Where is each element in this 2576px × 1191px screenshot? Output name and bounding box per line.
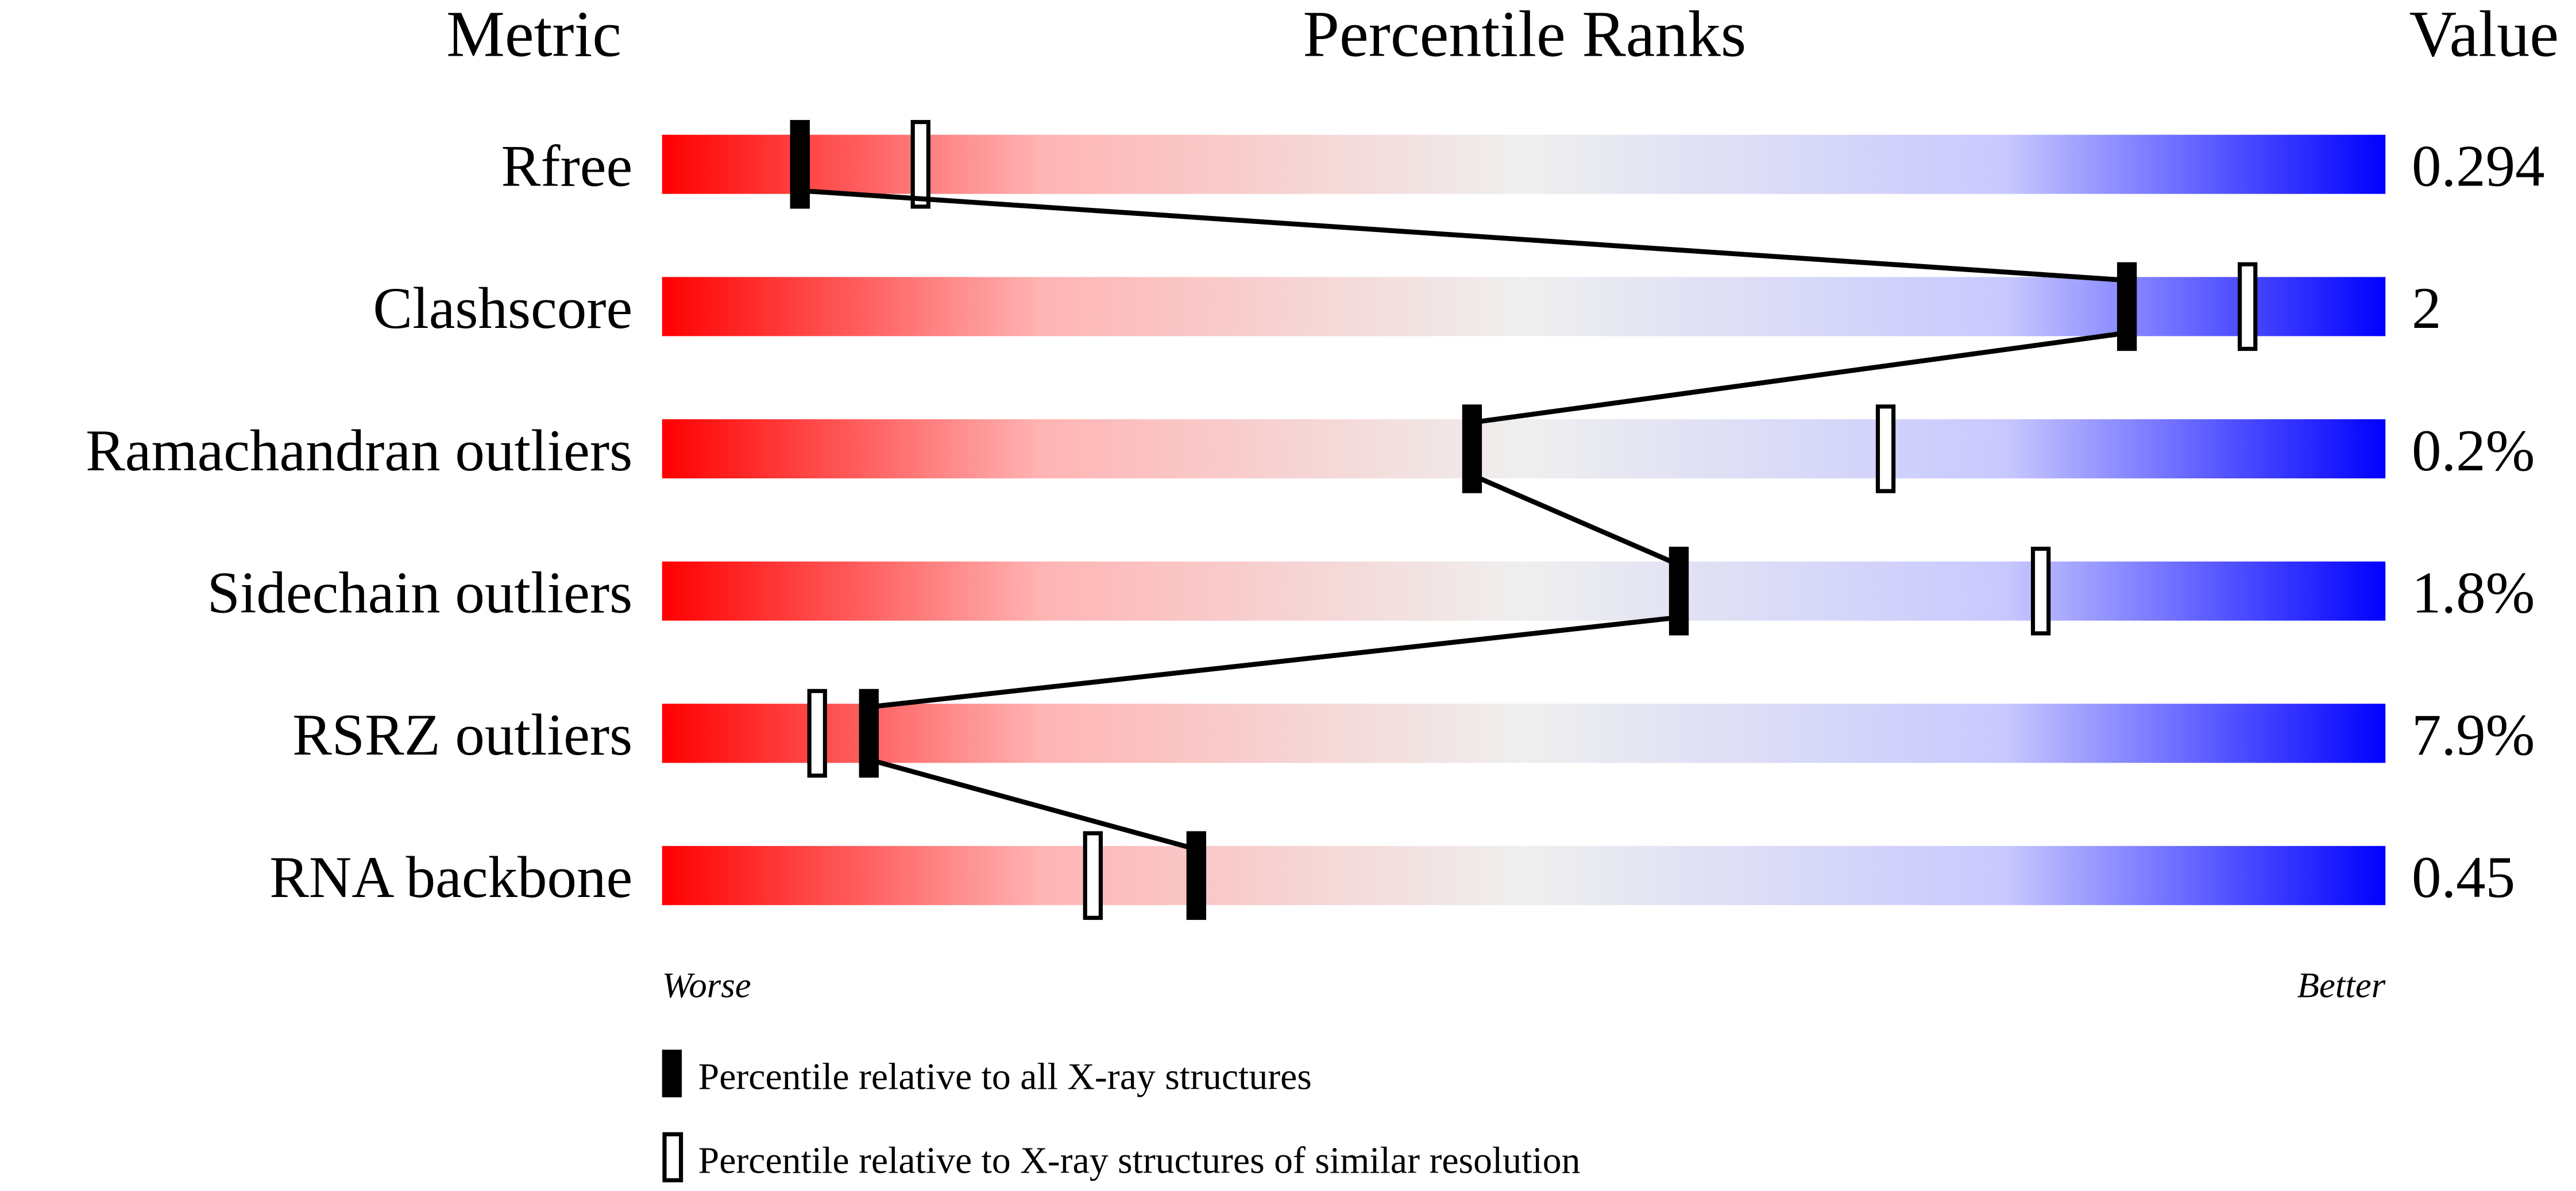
percentile-bar: [662, 561, 2386, 621]
metric-row: Ramachandran outliers 0.2%: [86, 404, 2535, 493]
axis-label-worse: Worse: [662, 965, 751, 1005]
connector-line: [1472, 330, 2127, 426]
header-percentile-ranks: Percentile Ranks: [1303, 0, 1746, 70]
marker-all-structures: [1186, 831, 1207, 920]
percentile-bar: [662, 419, 2386, 479]
marker-similar-resolution: [910, 119, 930, 209]
axis-label-better: Better: [2297, 965, 2385, 1005]
percentile-bar: [662, 846, 2386, 906]
legend-open-label: Percentile relative to X-ray structures …: [698, 1139, 1581, 1181]
connector-line: [868, 757, 1197, 852]
metric-row: Clashscore 2: [373, 262, 2441, 351]
marker-all-structures: [1669, 547, 1689, 636]
percentile-bar: [662, 703, 2386, 763]
connector-line: [1471, 473, 1680, 567]
marker-similar-resolution: [807, 689, 827, 778]
marker-similar-resolution: [2030, 547, 2051, 636]
metric-value: 7.9%: [2412, 702, 2535, 768]
metric-value: 2: [2412, 276, 2441, 341]
metric-value: 0.2%: [2412, 418, 2535, 484]
metric-label: Ramachandran outliers: [86, 418, 632, 484]
metric-label: Clashscore: [373, 276, 632, 341]
connector-line: [868, 614, 1679, 710]
metric-value: 1.8%: [2412, 560, 2535, 625]
marker-similar-resolution: [2238, 262, 2258, 351]
marker-all-structures: [2117, 262, 2137, 351]
marker-all-structures: [859, 689, 879, 778]
connector-line: [800, 188, 2127, 283]
metric-row: RSRZ outliers 7.9%: [292, 689, 2535, 778]
percentile-bar: [662, 277, 2386, 337]
marker-all-structures: [790, 119, 810, 209]
metric-row: Rfree 0.294: [501, 119, 2545, 209]
marker-all-structures: [1462, 404, 1482, 493]
marker-similar-resolution: [1083, 831, 1103, 920]
metric-row: RNA backbone 0.45: [269, 831, 2515, 920]
metric-label: Rfree: [501, 133, 633, 199]
metric-row: Sidechain outliers 1.8%: [207, 547, 2535, 636]
marker-similar-resolution: [1875, 404, 1896, 493]
header-value: Value: [2409, 0, 2559, 70]
metric-label: RSRZ outliers: [292, 702, 632, 768]
metric-label: Sidechain outliers: [207, 560, 633, 625]
legend-open-marker: [662, 1132, 683, 1182]
legend-filled-label: Percentile relative to all X-ray structu…: [698, 1056, 1312, 1098]
metric-value: 0.45: [2412, 845, 2515, 910]
legend-filled-marker: [662, 1049, 682, 1097]
header-metric: Metric: [446, 0, 621, 70]
metric-value: 0.294: [2412, 133, 2545, 199]
percentile-bar: [662, 134, 2386, 194]
metric-label: RNA backbone: [269, 845, 632, 910]
